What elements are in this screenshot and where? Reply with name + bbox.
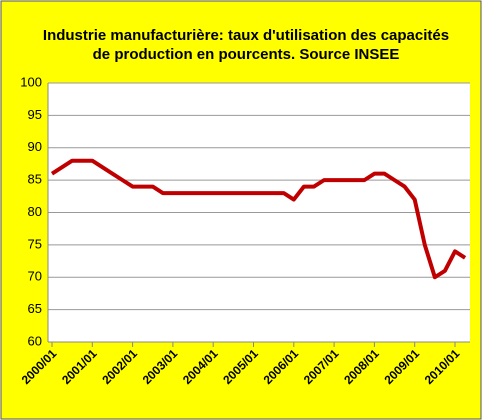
- y-tick-label: 80: [28, 204, 42, 219]
- y-tick-label: 70: [28, 269, 42, 284]
- chart-title: Industrie manufacturière: taux d'utilisa…: [43, 27, 449, 44]
- y-tick-label: 95: [28, 107, 42, 122]
- y-tick-label: 60: [28, 333, 42, 348]
- y-tick-label: 100: [20, 74, 42, 89]
- y-tick-label: 75: [28, 236, 42, 251]
- y-tick-label: 85: [28, 172, 42, 187]
- y-tick-label: 65: [28, 301, 42, 316]
- chart-title: de production en pourcents. Source INSEE: [93, 46, 400, 63]
- y-tick-label: 90: [28, 139, 42, 154]
- data-line: [50, 158, 467, 280]
